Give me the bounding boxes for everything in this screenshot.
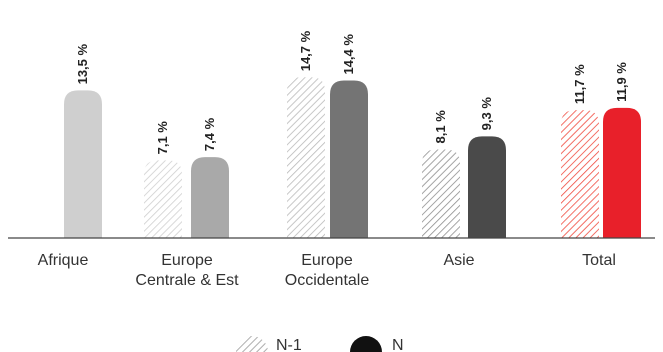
- value-label-n-total: 11,9 %: [614, 62, 629, 102]
- legend-swatch-n-1: [236, 336, 268, 352]
- category-label-afrique: Afrique: [38, 252, 89, 269]
- bar-n-total: [603, 107, 641, 238]
- bar-n-1-asie: [422, 149, 460, 238]
- value-label-n-asie: 9,3 %: [479, 97, 494, 131]
- bar-n-asie: [468, 136, 506, 238]
- category-label-total: Total: [582, 252, 616, 269]
- legend-item-n: N: [350, 336, 404, 352]
- value-label-n-1-europe-occidentale: 14,7 %: [298, 30, 313, 71]
- value-label-n-1-total: 11,7 %: [572, 64, 587, 104]
- bar-n-1-europe-centrale-est: [144, 160, 182, 238]
- legend-swatch-n: [350, 336, 382, 352]
- value-label-n-europe-centrale-est: 7,4 %: [202, 117, 217, 151]
- bar-n-1-europe-occidentale: [287, 77, 325, 238]
- value-label-n-1-europe-centrale-est: 7,1 %: [155, 121, 170, 155]
- value-label-n-afrique: 13,5 %: [75, 43, 90, 84]
- bar-n-1-total: [561, 110, 599, 238]
- value-label-n-1-asie: 8,1 %: [433, 110, 448, 144]
- category-label-europe-occidentale: Europe Occidentale: [285, 252, 370, 289]
- value-label-n-europe-occidentale: 14,4 %: [341, 34, 356, 75]
- category-labels: Afrique Europe Centrale & Est Europe Occiden…: [38, 252, 616, 289]
- bar-n-europe-occidentale: [330, 80, 368, 238]
- bar-n-afrique: [64, 90, 102, 239]
- legend-label-n: N: [392, 337, 404, 352]
- bar-n-europe-centrale-est: [191, 157, 229, 238]
- category-label-asie: Asie: [443, 252, 474, 269]
- legend-label-n-1: N-1: [276, 337, 302, 352]
- bars-layer: 0 %13,5 %7,1 %7,4 %14,7 %14,4 %8,1 %9,3 …: [64, 30, 641, 239]
- legend: N-1 N: [236, 336, 404, 352]
- legend-item-n-1: N-1: [236, 336, 302, 352]
- category-label-europe-centrale-est: Europe Centrale & Est: [135, 252, 239, 289]
